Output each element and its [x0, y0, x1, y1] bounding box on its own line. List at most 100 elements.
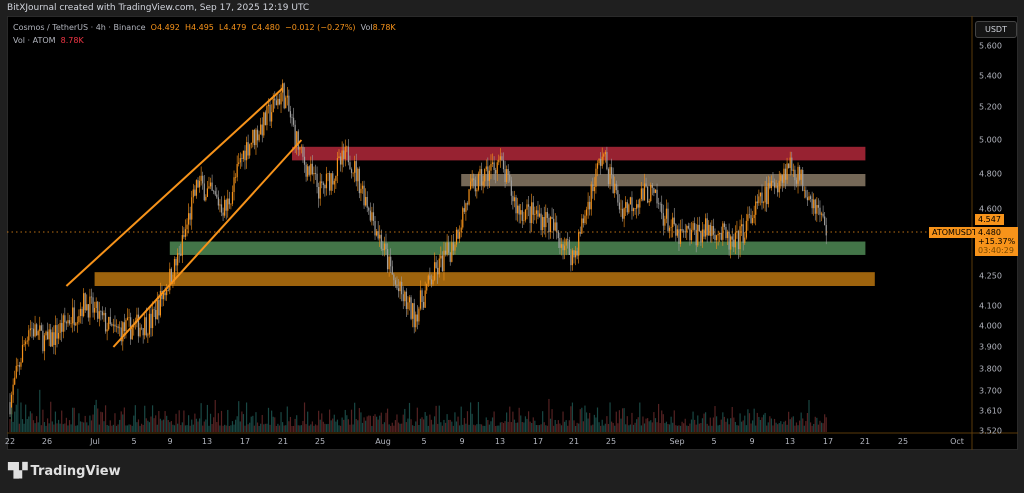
volume-bar — [156, 424, 158, 432]
volume-bar — [755, 425, 757, 432]
volume-bar — [39, 389, 41, 432]
volume-bar — [651, 422, 653, 432]
candle-body — [761, 192, 763, 203]
candle-body — [95, 301, 97, 308]
candle-body — [377, 231, 379, 239]
candle-body — [173, 258, 176, 282]
candle-body — [531, 202, 533, 224]
candle-body — [269, 104, 271, 122]
candle-body — [258, 134, 260, 141]
candle-body — [300, 146, 302, 148]
candle-body — [266, 106, 268, 126]
volume-bar — [621, 408, 624, 432]
volume-bar — [648, 421, 650, 432]
candle-body — [495, 170, 497, 174]
volume-bar — [322, 421, 324, 432]
volume-bar — [95, 399, 97, 432]
candle-body — [701, 229, 704, 243]
volume-bar — [700, 423, 702, 432]
volume-bar — [517, 422, 519, 432]
volume-legend[interactable]: Vol · ATOM 8.78K — [13, 36, 84, 45]
time-tick-label: 9 — [749, 437, 755, 446]
volume-bar — [542, 411, 544, 432]
price-tick-label: 4.100 — [979, 301, 1002, 311]
volume-bar — [814, 416, 816, 432]
candle-body — [758, 196, 760, 204]
candle-body — [419, 290, 422, 309]
candle-body — [368, 207, 370, 211]
volume-bar — [198, 418, 201, 432]
candle-body — [376, 231, 378, 236]
candle-body — [333, 180, 335, 185]
volume-bar — [797, 425, 799, 432]
volume-bar — [98, 424, 100, 432]
volume-bar — [587, 418, 589, 432]
candle-body — [708, 224, 710, 236]
candle-body — [527, 204, 530, 207]
candle-body — [728, 231, 730, 250]
volume-bar — [390, 425, 392, 432]
volume-bar — [385, 412, 387, 432]
volume-bar — [120, 411, 122, 432]
candle-body — [585, 209, 588, 216]
tradingview-logo[interactable]: ▜▞ TradingView — [8, 463, 121, 479]
volume-bar — [678, 425, 680, 432]
volume-bar — [382, 424, 384, 432]
volume-bar — [255, 412, 257, 432]
candle-body — [446, 242, 448, 255]
candle-body — [336, 158, 339, 176]
candle-body — [50, 329, 52, 347]
candle-body — [612, 175, 614, 194]
candle-body — [397, 288, 400, 292]
candle-body — [455, 229, 458, 245]
candle-body — [81, 308, 83, 317]
time-tick-label: 21 — [859, 437, 871, 446]
volume-bar — [730, 418, 732, 432]
volume-bar — [200, 403, 202, 432]
candle-body — [424, 290, 426, 308]
candle-body — [115, 326, 118, 327]
volume-bar — [689, 423, 691, 432]
volume-bar — [744, 415, 746, 432]
symbol-name[interactable]: Cosmos / TetherUS · 4h · Binance — [13, 23, 146, 32]
candle-body — [723, 223, 725, 227]
candle-body — [789, 157, 791, 168]
volume-bar — [410, 419, 412, 432]
volume-bar — [498, 425, 500, 432]
candle-body — [393, 274, 395, 281]
candle-body — [537, 210, 539, 217]
bar-countdown: 03:40:29 — [978, 246, 1014, 255]
currency-button[interactable]: USDT — [975, 21, 1017, 38]
volume-bar — [667, 424, 669, 432]
volume-bar — [183, 410, 185, 432]
volume-bar — [405, 422, 407, 432]
candle-body — [584, 215, 586, 224]
candle-body — [219, 204, 221, 206]
candle-body — [21, 344, 24, 363]
candle-body — [374, 220, 376, 236]
volume-bar — [366, 416, 368, 432]
candle-body — [175, 258, 177, 266]
candle-body — [474, 179, 476, 192]
time-tick-label: Jul — [90, 437, 100, 446]
candle-body — [686, 225, 688, 233]
volume-bar — [534, 420, 536, 432]
candle-body — [303, 156, 306, 165]
candle-body — [626, 202, 628, 213]
candle-body — [45, 331, 47, 336]
candle-body — [316, 173, 318, 187]
volume-bar — [258, 425, 260, 432]
candle-body — [216, 194, 218, 198]
candle-body — [51, 332, 53, 347]
volume-bar — [449, 419, 451, 432]
candle-body — [614, 183, 616, 194]
volume-bar — [762, 414, 765, 432]
volume-bar — [676, 425, 678, 432]
volume-bar — [518, 407, 520, 432]
volume-bar — [772, 425, 774, 432]
volume-bar — [752, 420, 754, 432]
volume-bar — [244, 425, 246, 432]
chart-panel[interactable] — [7, 16, 1018, 450]
volume-bar — [186, 425, 188, 432]
